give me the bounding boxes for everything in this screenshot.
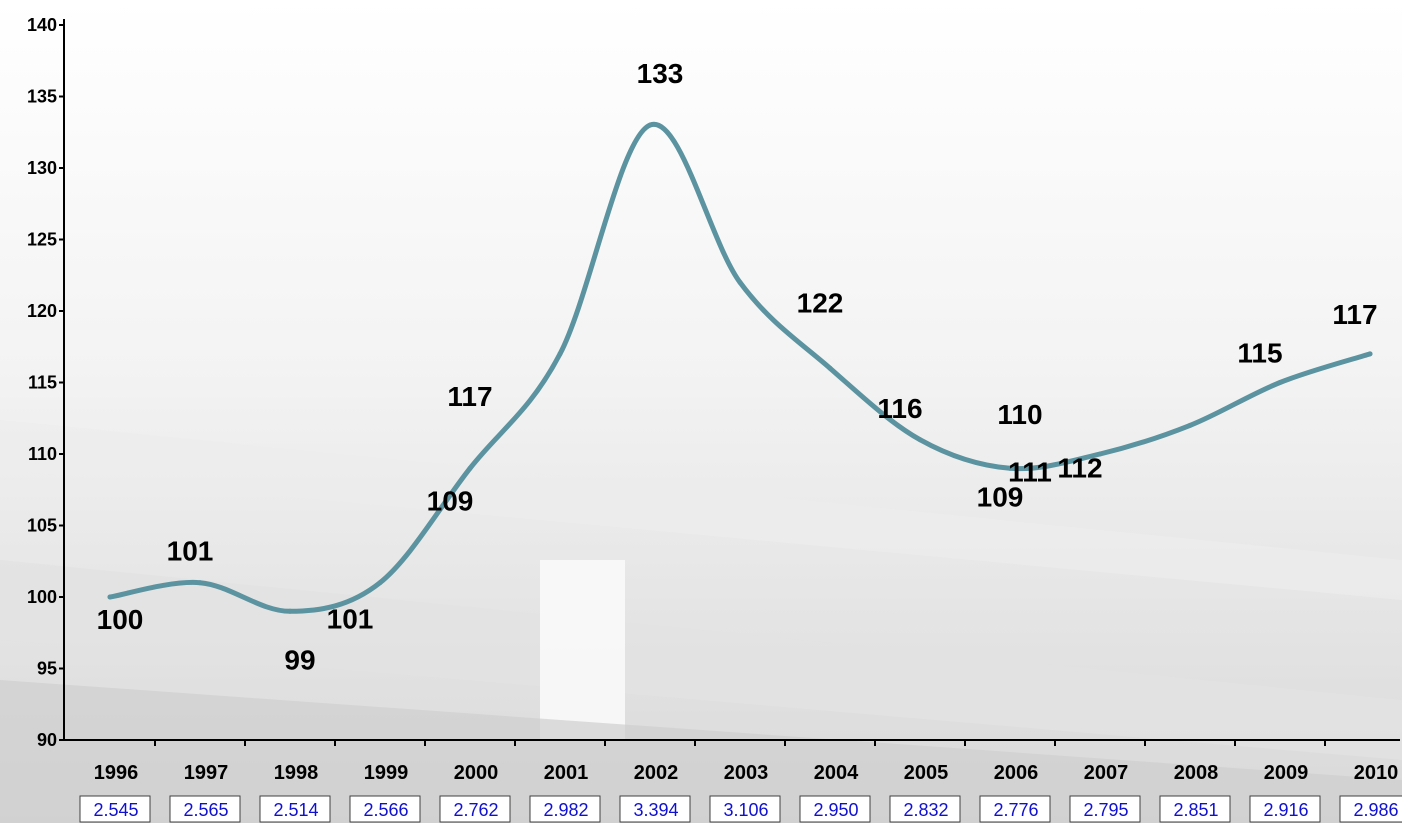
x-tick-label: 2004 — [814, 762, 859, 784]
table-cell-value: 2.565 — [183, 800, 228, 820]
table-cell-value: 2.916 — [1263, 800, 1308, 820]
data-label: 115 — [1237, 338, 1282, 369]
data-labels: 1001019910110911713312211611110911011211… — [97, 58, 1378, 675]
x-tick-label: 2001 — [544, 762, 589, 784]
data-label: 111 — [1008, 457, 1052, 488]
data-point — [287, 608, 293, 614]
y-tick-label: 100 — [27, 587, 57, 607]
data-point — [467, 465, 473, 471]
table-cell-box — [1339, 795, 1402, 823]
x-tick-label: 2010 — [1354, 762, 1399, 784]
data-label: 117 — [1332, 299, 1377, 330]
table-cell-value: 2.545 — [93, 800, 138, 820]
y-tick-label: 125 — [27, 230, 57, 250]
data-point — [917, 437, 923, 443]
table-cell-box — [349, 795, 421, 823]
table-cell-value: 2.795 — [1083, 800, 1128, 820]
data-point — [827, 365, 833, 371]
data-label: 122 — [797, 287, 844, 318]
y-tick-label: 90 — [37, 730, 57, 750]
data-label: 100 — [97, 604, 144, 635]
data-point — [1097, 451, 1103, 457]
data-label: 101 — [327, 604, 374, 635]
y-axis-ticks: 90 95 100 105 110 115 120 125 130 135 140 — [27, 15, 64, 750]
y-tick-label: 135 — [27, 87, 57, 107]
data-label: 110 — [997, 399, 1042, 430]
table-cell-value: 2.762 — [453, 800, 498, 820]
x-tick-label: 1997 — [184, 762, 229, 784]
table-cell-value: 3.394 — [633, 800, 678, 820]
x-tick-label: 1999 — [364, 762, 409, 784]
data-point — [107, 594, 113, 600]
table-cell-box — [1069, 795, 1141, 823]
table-cell-box — [259, 795, 331, 823]
x-tick-label: 2007 — [1084, 762, 1129, 784]
x-tick-label: 2009 — [1264, 762, 1309, 784]
table-cell-value: 2.832 — [903, 800, 948, 820]
table-cell-box — [79, 795, 151, 823]
y-tick-label: 115 — [28, 373, 57, 393]
y-tick-label: 110 — [28, 444, 57, 464]
y-tick-label: 130 — [27, 158, 57, 178]
table-cell-value: 2.982 — [543, 800, 588, 820]
table-cell-box — [799, 795, 871, 823]
data-point — [647, 122, 653, 128]
table-cell-value: 2.950 — [813, 800, 858, 820]
data-points — [107, 122, 1373, 614]
table-cell-value: 2.986 — [1353, 800, 1398, 820]
table-cell-box — [439, 795, 511, 823]
data-table: 2.545 2.565 2.514 2.566 2.762 2.982 3.394 3.106… — [79, 795, 1402, 823]
data-label: 109 — [427, 485, 474, 516]
x-tick-label: 2006 — [994, 762, 1039, 784]
table-cell-value: 2.514 — [273, 800, 318, 820]
table-cell-value: 2.566 — [363, 800, 408, 820]
y-tick-label: 105 — [27, 516, 57, 536]
axes — [63, 19, 1400, 741]
data-point — [737, 279, 743, 285]
table-cell-box — [1159, 795, 1231, 823]
data-point — [557, 351, 563, 357]
table-cell-box — [529, 795, 601, 823]
data-point — [197, 580, 203, 586]
data-label: 99 — [284, 644, 315, 675]
table-cell-box — [169, 795, 241, 823]
x-axis-ticks: 1996 1997 1998 1999 2000 2001 2002 2003 2004 2005… — [94, 740, 1399, 784]
table-cell-value: 3.106 — [723, 800, 768, 820]
table-cell-value: 2.851 — [1173, 800, 1218, 820]
x-tick-label: 2002 — [634, 762, 679, 784]
series-line — [107, 122, 1373, 614]
data-label: 117 — [447, 381, 492, 412]
y-tick-label: 140 — [27, 15, 57, 35]
table-cell-box — [709, 795, 781, 823]
x-tick-label: 1998 — [274, 762, 319, 784]
data-label: 116 — [877, 393, 922, 424]
x-tick-label: 2000 — [454, 762, 499, 784]
data-label: 112 — [1057, 452, 1102, 483]
data-label: 109 — [977, 481, 1024, 512]
x-tick-label: 2008 — [1174, 762, 1219, 784]
x-tick-label: 2003 — [724, 762, 769, 784]
table-cell-box — [619, 795, 691, 823]
data-point — [377, 580, 383, 586]
table-cell-value: 2.776 — [993, 800, 1038, 820]
y-tick-label: 120 — [27, 301, 57, 321]
data-point — [1367, 351, 1373, 357]
table-cell-box — [1249, 795, 1321, 823]
table-cell-box — [979, 795, 1051, 823]
data-point — [1187, 422, 1193, 428]
y-tick-label: 95 — [37, 659, 57, 679]
data-label: 101 — [167, 536, 214, 567]
x-tick-label: 1996 — [94, 762, 139, 784]
data-label: 133 — [637, 58, 684, 89]
data-point — [1007, 465, 1013, 471]
x-tick-label: 2005 — [904, 762, 949, 784]
table-cell-box — [889, 795, 961, 823]
data-point — [1277, 380, 1283, 385]
